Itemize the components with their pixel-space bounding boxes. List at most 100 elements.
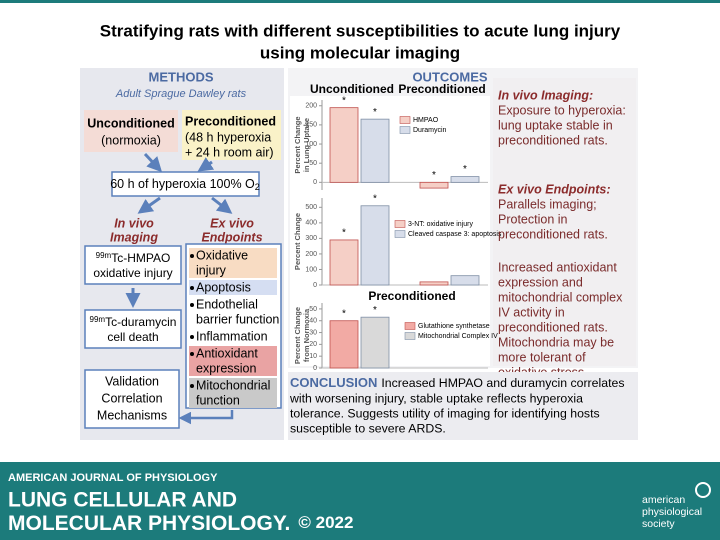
conclusion-line: with worsening injury, stable uptake ref… xyxy=(289,391,583,405)
bar xyxy=(450,176,480,183)
group-detail: + 24 h room air) xyxy=(185,145,274,159)
bar xyxy=(329,239,359,286)
exposure-box xyxy=(111,171,260,197)
legend-label: Cleaved caspase 3: apoptosis xyxy=(408,231,502,238)
bar xyxy=(360,316,390,369)
findings-panel xyxy=(493,78,636,366)
bar xyxy=(329,107,359,183)
journal-name: LUNG CELLULAR AND xyxy=(8,489,237,512)
finding-text: Parallels imaging; xyxy=(498,197,597,211)
methods-subtitle: Adult Sprague Dawley rats xyxy=(115,88,247,100)
y-tick-label: 20 xyxy=(309,341,317,348)
conclusion-line: tolerance. Suggests utility of imaging f… xyxy=(290,406,600,420)
finding-text: Mitochondria may be xyxy=(498,335,614,349)
y-tick-label: 50 xyxy=(309,306,317,313)
isotope: 99m xyxy=(90,315,106,324)
title-line: Stratifying rats with different suscepti… xyxy=(100,21,621,40)
bar xyxy=(360,205,390,286)
endpoint-text: expression xyxy=(196,361,256,375)
y-tick-label: 40 xyxy=(309,318,317,325)
endpoint-text: barrier function xyxy=(196,312,279,326)
conclusion-panel xyxy=(288,372,638,440)
y-tick-label: 30 xyxy=(309,329,317,336)
endpoint-text: Inflammation xyxy=(196,329,268,343)
finding-text: IV activity in xyxy=(498,305,565,319)
y-tick-label: 100 xyxy=(305,266,317,273)
journal: AMERICAN JOURNAL OF PHYSIOLOGY xyxy=(8,472,218,484)
arrow xyxy=(137,196,161,214)
significance-marker: * xyxy=(432,170,436,181)
probe-role: cell death xyxy=(107,330,158,344)
column-title: Imaging xyxy=(110,230,158,244)
probe: Tc-duramycin xyxy=(105,315,176,329)
bar xyxy=(360,118,390,183)
probe-box xyxy=(84,245,182,285)
isotope: 99m xyxy=(96,251,112,260)
chart-area xyxy=(290,96,490,366)
finding-heading: In vivo Imaging: xyxy=(498,88,593,102)
y-tick-label: 400 xyxy=(305,220,317,227)
copyright: © 2022 xyxy=(298,513,353,532)
methods-title: METHODS xyxy=(149,69,214,84)
y-axis-label: in Lung Uptake xyxy=(302,118,311,172)
society-logo xyxy=(695,482,711,498)
exposure-main: 60 h of hyperoxia 100% O xyxy=(110,177,255,191)
group-box xyxy=(182,110,281,160)
endpoint-text: Apoptosis xyxy=(196,280,251,294)
legend-label: 3-NT: oxidative injury xyxy=(408,221,473,228)
exposure-text: 60 h of hyperoxia 100% O2 xyxy=(110,177,260,192)
group-title: Preconditioned xyxy=(185,114,276,128)
group-header: Unconditioned xyxy=(310,82,394,96)
legend-swatch xyxy=(404,332,416,340)
significance-marker: * xyxy=(342,228,346,239)
bullet xyxy=(190,335,194,339)
bullet xyxy=(190,254,194,258)
validation-text: Correlation xyxy=(101,391,162,405)
footer xyxy=(0,462,720,540)
y-axis-label: Percent Change xyxy=(293,116,302,173)
group-box xyxy=(84,110,178,152)
highlight xyxy=(189,378,277,408)
legend-swatch xyxy=(399,116,411,124)
y-tick-label: 0 xyxy=(313,282,317,289)
validation-text: Mechanisms xyxy=(97,408,167,422)
journal-name: MOLECULAR PHYSIOLOGY. © 2022 xyxy=(8,512,353,535)
group-header: Preconditioned xyxy=(368,289,455,303)
bullet xyxy=(190,303,194,307)
conclusion-line: susceptible to severe ARDS. xyxy=(290,421,446,435)
findings: In vivo Imaging:Exposure to hyperoxia:lu… xyxy=(498,88,626,379)
finding-text: Exposure to hyperoxia: xyxy=(498,103,626,117)
group-detail: (normoxia) xyxy=(101,133,161,147)
y-tick-label: 10 xyxy=(309,353,317,360)
significance-marker: * xyxy=(373,193,377,204)
group-header: Preconditioned xyxy=(398,82,485,96)
probe-name: 99mTc-duramycin xyxy=(90,315,177,329)
validation-box xyxy=(84,369,180,429)
bar xyxy=(329,320,359,369)
top-strip xyxy=(0,0,720,3)
column-title: Endpoints xyxy=(201,230,262,244)
finding-text: preconditioned rats. xyxy=(498,133,608,147)
highlight xyxy=(189,248,277,278)
endpoint-text: Endothelial xyxy=(196,297,258,311)
society-name: american xyxy=(642,494,685,506)
probe: Tc-HMPAO xyxy=(111,251,170,265)
bullet xyxy=(190,384,194,388)
bullet xyxy=(190,352,194,356)
legend-swatch xyxy=(394,220,406,228)
exposure-subscript: 2 xyxy=(255,182,260,192)
probe-box xyxy=(84,309,182,349)
legend-label: Glutathione synthetase xyxy=(418,323,490,330)
y-tick-label: 150 xyxy=(305,122,317,129)
finding-text: Protection in xyxy=(498,212,568,226)
probe-name: 99mTc-HMPAO xyxy=(96,251,171,265)
finding-text: expression and xyxy=(498,275,583,289)
probe-role: oxidative injury xyxy=(93,266,172,280)
highlight xyxy=(189,346,277,376)
y-axis-label: Percent Change xyxy=(293,213,302,270)
society-name: physiological xyxy=(642,506,702,518)
endpoint-text: Oxidative xyxy=(196,248,248,262)
endpoint-text: function xyxy=(196,393,240,407)
